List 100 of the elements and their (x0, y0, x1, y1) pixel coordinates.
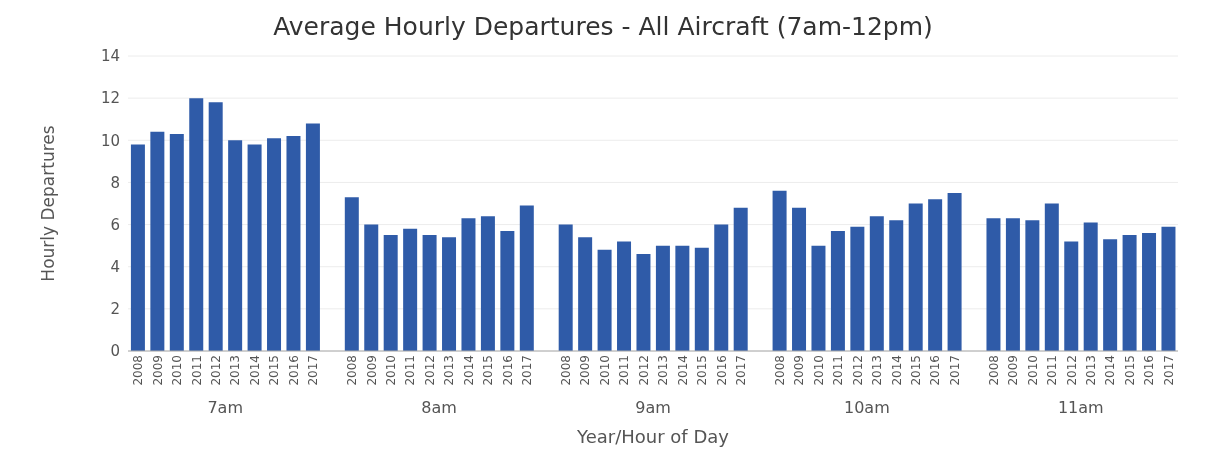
y-tick-label: 4 (110, 258, 120, 277)
bar (889, 220, 904, 351)
x-tick-label: 2009 (578, 355, 593, 386)
y-tick-label: 14 (100, 47, 120, 66)
bar (1161, 226, 1176, 351)
x-tick-label: 2016 (928, 355, 943, 386)
bar (1025, 220, 1040, 351)
x-tick-label: 2008 (772, 355, 787, 386)
text: 8am (420, 398, 458, 417)
bar (850, 226, 865, 351)
x-tick-label: 2011 (617, 355, 632, 386)
bar (130, 144, 145, 351)
text: 7am (206, 398, 244, 417)
bar (403, 228, 418, 351)
x-tick-label: 2008 (131, 355, 146, 386)
bar (169, 133, 184, 351)
x-tick-label: 2015 (267, 355, 282, 386)
bar (694, 247, 709, 351)
x-tick-label: 2011 (831, 355, 846, 386)
bar (578, 237, 593, 351)
x-tick-label: 2015 (909, 355, 924, 386)
x-tick-label: 2009 (1006, 355, 1021, 386)
bar (986, 218, 1001, 351)
bar (150, 131, 165, 351)
bar (1064, 241, 1079, 351)
x-tick-label: 2014 (461, 355, 476, 386)
x-tick-label: 2015 (481, 355, 496, 386)
x-tick-label: 2008 (345, 355, 360, 386)
bar (480, 216, 495, 351)
bar (830, 230, 845, 351)
bar (208, 102, 223, 351)
chart-title: Average Hourly Departures - All Aircraft (7am-12pm) (272, 11, 934, 43)
x-tick-label: 2014 (1103, 355, 1118, 386)
y-tick-label: 10 (100, 131, 120, 150)
bar (792, 207, 807, 351)
x-tick-label: 2016 (286, 355, 301, 386)
x-tick-label: 2013 (870, 355, 885, 386)
x-tick-label: 2010 (597, 355, 612, 386)
y-tick-label: 2 (110, 300, 120, 319)
bar (383, 235, 398, 351)
x-tick-label: 2009 (150, 355, 165, 386)
x-tick-label: 2016 (1142, 355, 1157, 386)
x-tick-label: 2010 (384, 355, 399, 386)
bar (869, 216, 884, 351)
bar (519, 205, 534, 351)
x-tick-label: 2011 (403, 355, 418, 386)
bar (811, 245, 826, 351)
x-tick-label: 2017 (947, 355, 962, 386)
bar (461, 218, 476, 351)
x-tick-label: 2010 (1025, 355, 1040, 386)
bar (1044, 203, 1059, 351)
y-tick-label: 12 (100, 89, 120, 108)
text: 11am (1056, 398, 1105, 417)
x-tick-label: 2011 (189, 355, 204, 386)
bar (772, 190, 787, 351)
bar (1103, 239, 1118, 351)
x-tick-label: 2008 (986, 355, 1001, 386)
x-tick-label: 2013 (656, 355, 671, 386)
bar (305, 123, 320, 351)
bar (655, 245, 670, 351)
bar (558, 224, 573, 351)
bar (947, 192, 962, 351)
x-tick-label: 2008 (559, 355, 574, 386)
x-tick-label: 2011 (1045, 355, 1060, 386)
x-tick-label: 2017 (306, 355, 321, 386)
bar (597, 249, 612, 351)
bar (442, 237, 457, 351)
bar (286, 136, 301, 351)
bar (422, 235, 437, 351)
bar (1142, 233, 1157, 351)
bar (344, 197, 359, 351)
x-tick-label: 2014 (675, 355, 690, 386)
bar (928, 199, 943, 351)
y-axis-title: Hourly Departures (38, 125, 59, 282)
x-tick-label: 2012 (850, 355, 865, 386)
x-tick-label: 2010 (170, 355, 185, 386)
bar (500, 230, 515, 351)
bar (636, 254, 651, 351)
bar (189, 98, 204, 351)
y-tick-label: 8 (110, 173, 120, 192)
bar (617, 241, 632, 351)
x-tick-label: 2014 (889, 355, 904, 386)
x-tick-label: 2017 (734, 355, 749, 386)
bar (675, 245, 690, 351)
x-tick-label: 2012 (422, 355, 437, 386)
x-tick-label: 2013 (1084, 355, 1099, 386)
x-tick-label: 2016 (500, 355, 515, 386)
x-tick-label: 2009 (792, 355, 807, 386)
x-axis-title: Year/Hour of Day (576, 426, 730, 447)
bar (714, 224, 729, 351)
x-tick-label: 2013 (442, 355, 457, 386)
bar (228, 140, 243, 351)
bar (1005, 218, 1020, 351)
x-tick-label: 2013 (228, 355, 243, 386)
y-tick-label: 6 (110, 215, 120, 234)
bar (1083, 222, 1098, 351)
bar (247, 144, 262, 351)
x-tick-label: 2017 (1161, 355, 1176, 386)
bar (364, 224, 379, 351)
x-tick-label: 2017 (520, 355, 535, 386)
